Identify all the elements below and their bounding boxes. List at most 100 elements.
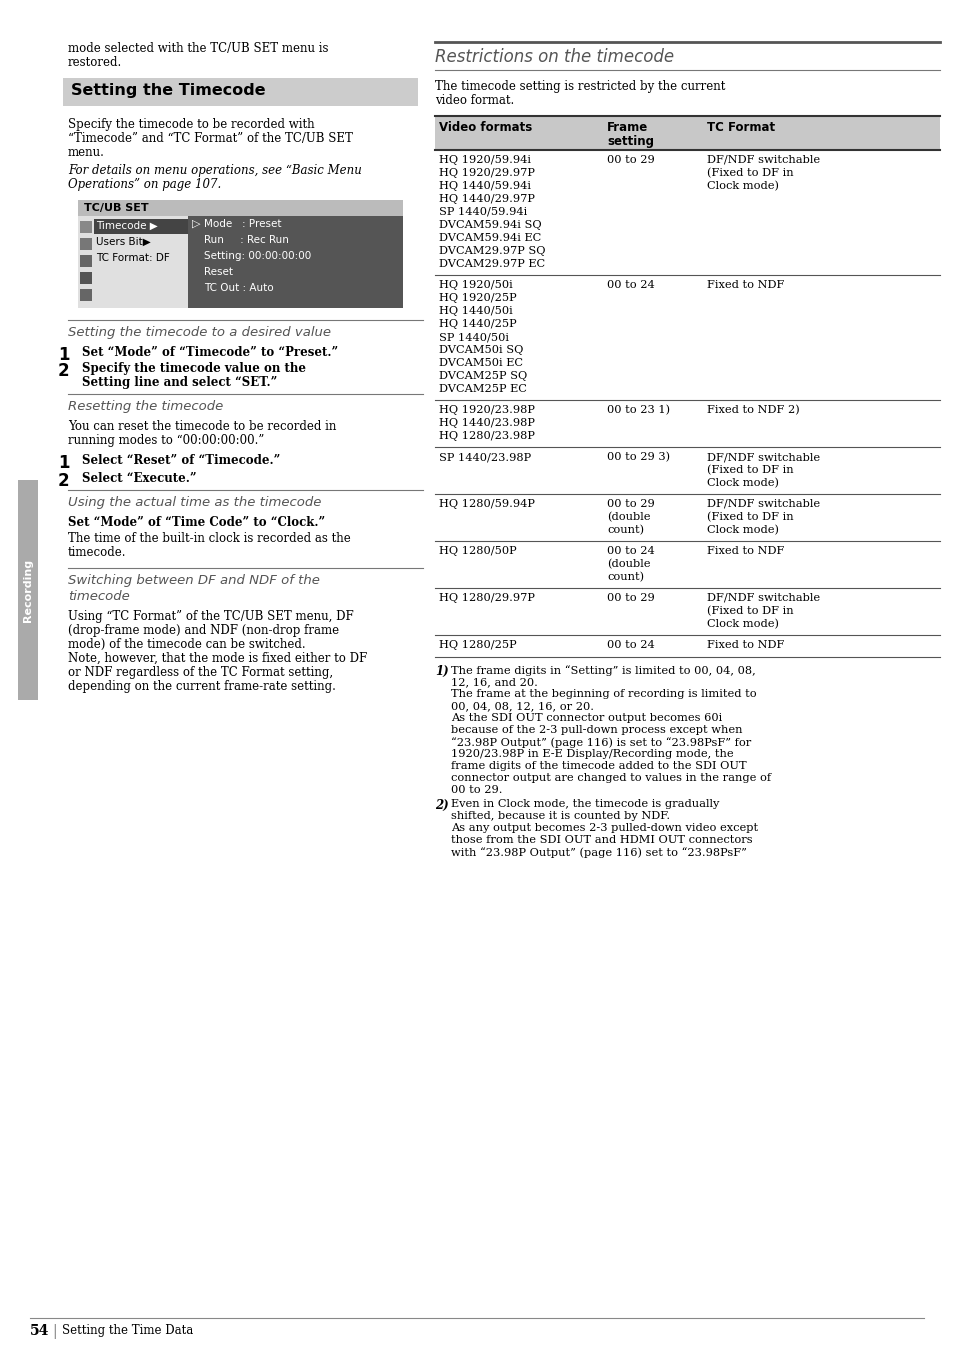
Text: For details on menu operations, see “Basic Menu: For details on menu operations, see “Bas… — [68, 164, 361, 177]
Bar — [188, 216, 402, 308]
Text: DF/NDF switchable: DF/NDF switchable — [706, 499, 820, 508]
Text: (Fixed to DF in: (Fixed to DF in — [706, 465, 793, 476]
Text: because of the 2-3 pull-down process except when: because of the 2-3 pull-down process exc… — [451, 725, 741, 735]
Text: Specify the timecode value on the: Specify the timecode value on the — [82, 362, 306, 375]
Text: 00 to 24: 00 to 24 — [606, 639, 654, 650]
Text: timecode.: timecode. — [68, 546, 127, 558]
Text: DVCAM29.97P EC: DVCAM29.97P EC — [438, 260, 544, 269]
Text: HQ 1440/29.97P: HQ 1440/29.97P — [438, 193, 535, 204]
Text: (Fixed to DF in: (Fixed to DF in — [706, 606, 793, 617]
Text: HQ 1440/50i: HQ 1440/50i — [438, 306, 512, 316]
Text: (Fixed to DF in: (Fixed to DF in — [706, 168, 793, 178]
Text: Clock mode): Clock mode) — [706, 619, 779, 629]
Text: with “23.98P Output” (page 116) set to “23.98PsF”: with “23.98P Output” (page 116) set to “… — [451, 846, 746, 857]
Text: As any output becomes 2-3 pulled-down video except: As any output becomes 2-3 pulled-down vi… — [451, 823, 758, 833]
Bar — [18, 480, 38, 700]
Bar — [80, 238, 91, 250]
Text: Even in Clock mode, the timecode is gradually: Even in Clock mode, the timecode is grad… — [451, 799, 719, 808]
Text: 1): 1) — [435, 665, 448, 677]
Bar — [78, 200, 402, 216]
Text: HQ 1920/29.97P: HQ 1920/29.97P — [438, 168, 535, 178]
Bar — [78, 216, 188, 308]
Text: HQ 1920/59.94i: HQ 1920/59.94i — [438, 155, 531, 165]
Text: 00 to 24: 00 to 24 — [606, 546, 654, 556]
Text: Setting line and select “SET.”: Setting line and select “SET.” — [82, 376, 277, 389]
Text: Run     : Rec Run: Run : Rec Run — [204, 235, 289, 245]
Text: Video formats: Video formats — [438, 120, 532, 134]
Text: (double: (double — [606, 512, 650, 522]
Text: Specify the timecode to be recorded with: Specify the timecode to be recorded with — [68, 118, 314, 131]
Text: 1920/23.98P in E-E Display/Recording mode, the: 1920/23.98P in E-E Display/Recording mod… — [451, 749, 733, 758]
Text: HQ 1440/23.98P: HQ 1440/23.98P — [438, 418, 535, 429]
Text: HQ 1920/25P: HQ 1920/25P — [438, 293, 517, 303]
Text: Users Bit▶: Users Bit▶ — [96, 237, 151, 247]
Text: Select “Reset” of “Timecode.”: Select “Reset” of “Timecode.” — [82, 454, 280, 466]
Text: DVCAM25P EC: DVCAM25P EC — [438, 384, 526, 393]
Text: count): count) — [606, 572, 643, 583]
Text: those from the SDI OUT and HDMI OUT connectors: those from the SDI OUT and HDMI OUT conn… — [451, 836, 752, 845]
Text: 00 to 29.: 00 to 29. — [451, 786, 502, 795]
Text: frame digits of the timecode added to the SDI OUT: frame digits of the timecode added to th… — [451, 761, 746, 771]
Text: setting: setting — [606, 135, 654, 147]
Text: restored.: restored. — [68, 55, 122, 69]
Text: DF/NDF switchable: DF/NDF switchable — [706, 594, 820, 603]
Text: 00 to 29 3): 00 to 29 3) — [606, 452, 669, 462]
Text: Setting: 00:00:00:00: Setting: 00:00:00:00 — [204, 251, 311, 261]
Text: DVCAM25P SQ: DVCAM25P SQ — [438, 370, 527, 381]
Bar — [435, 116, 939, 150]
Text: SP 1440/59.94i: SP 1440/59.94i — [438, 207, 527, 218]
Bar — [80, 272, 91, 284]
Bar — [80, 220, 91, 233]
Text: 54: 54 — [30, 1324, 50, 1338]
Text: Clock mode): Clock mode) — [706, 479, 779, 488]
Text: DVCAM59.94i EC: DVCAM59.94i EC — [438, 233, 540, 243]
Bar — [63, 78, 417, 105]
Text: Reset: Reset — [204, 266, 233, 277]
Text: |: | — [52, 1324, 56, 1338]
Text: Switching between DF and NDF of the: Switching between DF and NDF of the — [68, 575, 319, 587]
Text: HQ 1280/23.98P: HQ 1280/23.98P — [438, 431, 535, 441]
Text: 00 to 23 1): 00 to 23 1) — [606, 406, 669, 415]
Text: Timecode ▶: Timecode ▶ — [96, 220, 157, 231]
Text: running modes to “00:00:00:00.”: running modes to “00:00:00:00.” — [68, 434, 264, 448]
Text: The frame digits in “Setting” is limited to 00, 04, 08,: The frame digits in “Setting” is limited… — [451, 665, 755, 676]
Text: 2: 2 — [58, 362, 70, 380]
Text: Fixed to NDF 2): Fixed to NDF 2) — [706, 406, 799, 415]
Text: video format.: video format. — [435, 95, 514, 107]
Text: HQ 1440/25P: HQ 1440/25P — [438, 319, 517, 329]
Text: (drop-frame mode) and NDF (non-drop frame: (drop-frame mode) and NDF (non-drop fram… — [68, 625, 338, 637]
Text: TC/UB SET: TC/UB SET — [84, 203, 149, 214]
Text: HQ 1920/50i: HQ 1920/50i — [438, 280, 512, 289]
Text: Using the actual time as the timecode: Using the actual time as the timecode — [68, 496, 321, 508]
Text: 00 to 29: 00 to 29 — [606, 594, 654, 603]
Text: The timecode setting is restricted by the current: The timecode setting is restricted by th… — [435, 80, 724, 93]
Text: DF/NDF switchable: DF/NDF switchable — [706, 155, 820, 165]
Text: 1: 1 — [58, 454, 70, 472]
Text: SP 1440/23.98P: SP 1440/23.98P — [438, 452, 531, 462]
Text: Recording: Recording — [23, 558, 33, 622]
Text: 00 to 29: 00 to 29 — [606, 499, 654, 508]
Bar — [94, 219, 188, 234]
Text: 2): 2) — [435, 799, 448, 813]
Text: 00, 04, 08, 12, 16, or 20.: 00, 04, 08, 12, 16, or 20. — [451, 700, 594, 711]
Text: Set “Mode” of “Time Code” to “Clock.”: Set “Mode” of “Time Code” to “Clock.” — [68, 516, 325, 529]
Bar — [80, 289, 91, 301]
Text: or NDF regardless of the TC Format setting,: or NDF regardless of the TC Format setti… — [68, 667, 333, 679]
Text: Setting the timecode to a desired value: Setting the timecode to a desired value — [68, 326, 331, 339]
Text: ▷: ▷ — [192, 219, 200, 228]
Text: You can reset the timecode to be recorded in: You can reset the timecode to be recorde… — [68, 420, 336, 433]
Text: HQ 1920/23.98P: HQ 1920/23.98P — [438, 406, 535, 415]
Text: Select “Execute.”: Select “Execute.” — [82, 472, 196, 485]
Text: Fixed to NDF: Fixed to NDF — [706, 546, 783, 556]
Text: HQ 1280/59.94P: HQ 1280/59.94P — [438, 499, 535, 508]
Text: The frame at the beginning of recording is limited to: The frame at the beginning of recording … — [451, 690, 756, 699]
Text: Using “TC Format” of the TC/UB SET menu, DF: Using “TC Format” of the TC/UB SET menu,… — [68, 610, 354, 623]
Text: HQ 1280/29.97P: HQ 1280/29.97P — [438, 594, 535, 603]
Text: “23.98P Output” (page 116) is set to “23.98PsF” for: “23.98P Output” (page 116) is set to “23… — [451, 737, 750, 748]
Text: Fixed to NDF: Fixed to NDF — [706, 639, 783, 650]
Text: Frame: Frame — [606, 120, 648, 134]
Text: DVCAM59.94i SQ: DVCAM59.94i SQ — [438, 220, 541, 230]
Text: TC Format: DF: TC Format: DF — [96, 253, 170, 264]
Text: DVCAM50i EC: DVCAM50i EC — [438, 358, 522, 368]
Text: Operations” on page 107.: Operations” on page 107. — [68, 178, 221, 191]
